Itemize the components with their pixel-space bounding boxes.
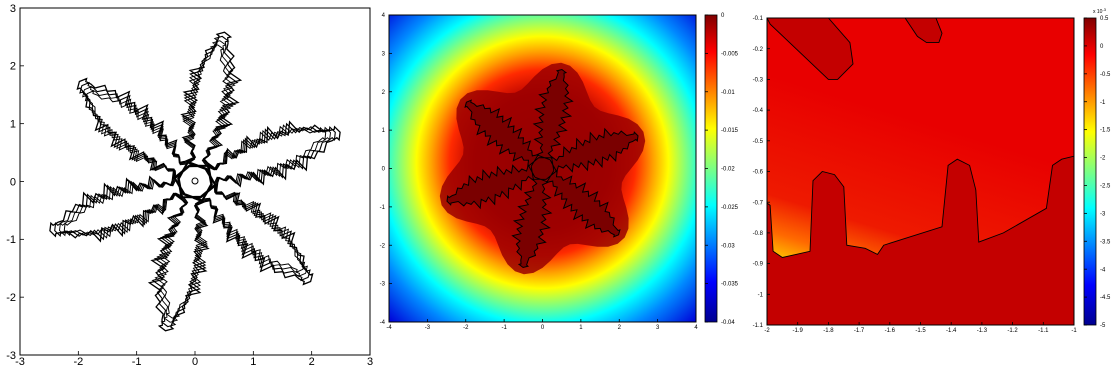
x-tick-label: 2 bbox=[309, 356, 315, 368]
snowflake-contour-line bbox=[54, 35, 336, 328]
y-tick-label: -2 bbox=[6, 292, 16, 304]
snowflake-center-marker bbox=[191, 177, 199, 185]
x-tick-label: 4 bbox=[694, 325, 698, 331]
y-tick-label: -2 bbox=[380, 243, 386, 249]
colorbar-tick-label: -0.025 bbox=[721, 205, 739, 211]
y-tick-label: -0.6 bbox=[753, 170, 764, 176]
colorbar-tick-label: -1 bbox=[1100, 100, 1106, 106]
y-tick-label: -0.9 bbox=[753, 262, 764, 268]
x-tick-label: -1 bbox=[501, 325, 507, 331]
interface-finger-upper-mid bbox=[904, 18, 943, 44]
x-tick-label: -1.9 bbox=[793, 328, 804, 334]
colorbar-tick-label: -0.03 bbox=[721, 243, 735, 249]
x-tick-label: 0 bbox=[541, 325, 545, 331]
colorbar-tick-label: 0 bbox=[721, 13, 725, 19]
x-tick-label: -1.7 bbox=[854, 328, 865, 334]
y-tick-label: 3 bbox=[382, 51, 386, 57]
y-tick-label: 1 bbox=[382, 128, 386, 134]
colorbar-tick-label: -0.01 bbox=[721, 90, 735, 96]
x-tick-label: -1 bbox=[1071, 328, 1077, 334]
x-tick-label: -1.4 bbox=[946, 328, 957, 334]
y-tick-label: 0 bbox=[10, 176, 16, 188]
y-tick-label: -4 bbox=[380, 320, 386, 326]
y-tick-label: 3 bbox=[10, 3, 16, 15]
x-tick-label: -4 bbox=[386, 325, 392, 331]
y-tick-label: -0.3 bbox=[753, 78, 764, 84]
colorbar-tick-label: -0.02 bbox=[721, 167, 735, 173]
y-tick-label: 2 bbox=[10, 61, 16, 73]
x-tick-label: 1 bbox=[250, 356, 256, 368]
snowflake-contour-line bbox=[63, 44, 327, 319]
snowflake-region bbox=[446, 68, 639, 269]
zoomed-heatmap-plot: x 10-3 -2 -1.9 -1.8 -1.7 -1.6 -1.5 -1.4 -1.3 -1.… bbox=[753, 7, 1111, 334]
colorbar-tick-label: -0.04 bbox=[721, 320, 735, 326]
y-tick-label: -0.5 bbox=[753, 139, 764, 145]
y-tick-label: -1 bbox=[380, 205, 386, 211]
y-tick-label: 0 bbox=[382, 167, 386, 173]
interface-fingers bbox=[767, 18, 1074, 325]
colorbar-tick-label: -1.5 bbox=[1100, 128, 1111, 134]
colorbar-tick-label: -0.035 bbox=[721, 282, 739, 288]
x-tick-label: -1.6 bbox=[885, 328, 896, 334]
x-tick-label: 0 bbox=[192, 356, 198, 368]
y-tick-label: -0.7 bbox=[753, 200, 764, 206]
y-tick-label: -0.4 bbox=[753, 108, 764, 114]
snowflake-contour-line bbox=[49, 31, 341, 332]
x-tick-label: 3 bbox=[367, 356, 373, 368]
y-tick-label: -0.8 bbox=[753, 231, 764, 237]
y-tick-label: 2 bbox=[382, 90, 386, 96]
x-tick-label: -2 bbox=[764, 328, 770, 334]
snowflake-contour-line bbox=[59, 40, 331, 323]
x-tick-label: 3 bbox=[656, 325, 660, 331]
x-tick-label: -3 bbox=[15, 356, 25, 368]
snowflake-outline-plot: -3 -2 -1 0 1 2 3 3 2 1 0 -1 -2 -3 bbox=[6, 3, 373, 368]
y-tick-label: 1 bbox=[10, 119, 16, 131]
y-tick-label: -0.2 bbox=[753, 47, 764, 53]
colorbar-c bbox=[1083, 17, 1097, 326]
x-tick-label: -1 bbox=[132, 356, 142, 368]
colorbar-tick-label: -0.005 bbox=[721, 51, 739, 57]
interface-finger-upper-left bbox=[767, 18, 854, 80]
y-tick-label: -0.1 bbox=[753, 16, 764, 22]
y-tick-label: -1 bbox=[6, 234, 16, 246]
colorbar-tick-label: -4.5 bbox=[1100, 295, 1111, 301]
colorbar-tick-label: -3 bbox=[1100, 211, 1106, 217]
y-tick-label: 4 bbox=[382, 13, 386, 19]
colorbar-exponent: x 10-3 bbox=[1093, 7, 1107, 15]
y-tick-label: -3 bbox=[6, 350, 16, 362]
colorbar-tick-label: -2 bbox=[1100, 156, 1106, 162]
x-tick-label: -1.3 bbox=[977, 328, 988, 334]
x-tick-label: 2 bbox=[618, 325, 622, 331]
colorbar-tick-label: 0.5 bbox=[1100, 16, 1109, 22]
y-tick-label: -1 bbox=[758, 292, 764, 298]
x-tick-label: -2 bbox=[463, 325, 469, 331]
colorbar-tick-label: -2.5 bbox=[1100, 184, 1111, 190]
y-tick-label: -3 bbox=[380, 282, 386, 288]
snowflake-curves bbox=[49, 31, 341, 332]
colorbar-tick-label: -5 bbox=[1100, 323, 1106, 329]
colorbar-tick-label: -3.5 bbox=[1100, 239, 1111, 245]
colorbar-tick-label: -0.5 bbox=[1100, 72, 1111, 78]
field-heatmap-plot: -4 -3 -2 -1 0 1 2 3 4 4 3 2 1 0 -1 -2 -3 -4 0 -0.005 -0.01 -0… bbox=[380, 13, 739, 331]
colorbar-tick-label: 0 bbox=[1100, 44, 1104, 50]
x-tick-label: -1.8 bbox=[823, 328, 834, 334]
y-tick-label: -1.1 bbox=[753, 323, 764, 329]
x-tick-label: -1.1 bbox=[1038, 328, 1049, 334]
x-tick-label: -1.2 bbox=[1007, 328, 1018, 334]
x-tick-label: -3 bbox=[425, 325, 431, 331]
interface-finger-lower bbox=[767, 155, 1074, 325]
x-tick-label: 1 bbox=[579, 325, 583, 331]
plot-frame-a bbox=[19, 7, 371, 356]
x-tick-label: -1.5 bbox=[915, 328, 926, 334]
colorbar-tick-label: -0.015 bbox=[721, 128, 739, 134]
colorbar-tick-label: -4 bbox=[1100, 267, 1106, 273]
x-tick-label: -2 bbox=[73, 356, 83, 368]
